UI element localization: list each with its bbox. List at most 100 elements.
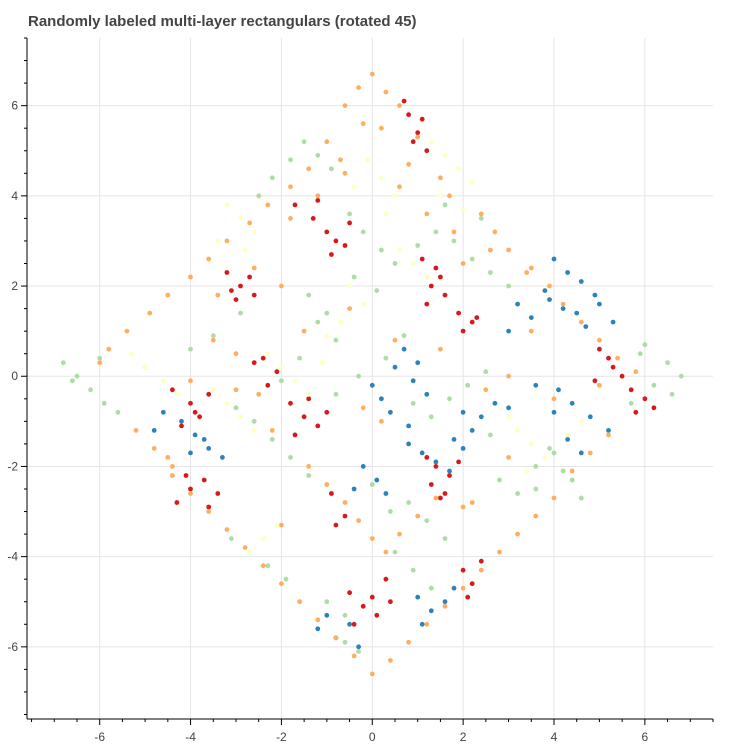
orange-point <box>460 585 466 591</box>
green-point <box>547 446 552 451</box>
yellow-point <box>265 351 271 357</box>
blue-point <box>410 378 416 384</box>
blue-point <box>578 279 584 284</box>
green-point <box>315 319 321 325</box>
red-point <box>610 364 616 370</box>
green-point <box>497 477 502 483</box>
blue-point <box>347 621 352 627</box>
red-point <box>215 491 221 496</box>
orange-point <box>324 139 330 145</box>
orange-point <box>342 103 348 108</box>
orange-point <box>488 247 493 253</box>
red-point <box>274 369 280 375</box>
orange-point <box>360 405 366 411</box>
yellow-point <box>142 364 148 370</box>
y-tick-label: -6 <box>7 640 18 654</box>
red-point <box>438 274 443 280</box>
red-point <box>233 297 239 302</box>
yellow-point <box>528 441 534 447</box>
blue-point <box>506 328 511 334</box>
blue-point <box>406 441 411 447</box>
blue-point <box>324 612 330 618</box>
red-point <box>315 423 321 429</box>
orange-point <box>597 382 602 388</box>
red-point <box>383 576 389 582</box>
red-point <box>179 423 184 429</box>
orange-point <box>224 238 230 244</box>
orange-point <box>397 531 402 537</box>
red-point <box>260 355 266 361</box>
orange-point <box>338 157 343 163</box>
green-point <box>342 639 348 645</box>
orange-point <box>438 175 443 181</box>
yellow-point <box>347 283 352 289</box>
red-point <box>251 292 257 298</box>
green-point <box>256 193 262 199</box>
green-point <box>70 378 75 384</box>
orange-point <box>269 428 275 433</box>
green-point <box>488 432 493 438</box>
red-point <box>424 148 430 154</box>
yellow-point <box>215 238 221 244</box>
blue-point <box>433 459 439 465</box>
blue-point <box>565 270 570 275</box>
yellow-point <box>338 319 343 325</box>
orange-point <box>442 603 448 609</box>
orange-point <box>492 229 498 235</box>
blue-point <box>419 621 425 627</box>
green-point <box>406 500 411 505</box>
red-point <box>424 301 430 307</box>
red-point <box>324 409 330 415</box>
green-point <box>515 491 520 496</box>
green-point <box>665 360 670 366</box>
red-point <box>633 409 639 415</box>
blue-point <box>606 428 611 433</box>
orange-point <box>133 428 139 433</box>
green-point <box>392 261 398 266</box>
orange-point <box>483 387 489 393</box>
orange-point <box>242 545 248 550</box>
red-point <box>619 373 625 379</box>
blue-point <box>188 450 193 456</box>
y-axis-ticks: -6 -4 -2 0 2 4 6 <box>7 37 27 715</box>
blue-point <box>587 414 593 420</box>
green-point <box>342 612 348 618</box>
red-point <box>460 567 466 573</box>
orange-point <box>397 103 402 108</box>
green-point <box>569 477 575 483</box>
red-point <box>301 414 307 420</box>
red-point <box>324 229 330 235</box>
orange-point <box>224 527 230 532</box>
red-point <box>628 387 634 393</box>
green-point <box>533 486 539 492</box>
blue-point <box>356 644 361 650</box>
blue-point <box>415 594 421 600</box>
red-point <box>247 274 253 280</box>
red-point <box>428 482 434 487</box>
blue-point <box>451 585 457 591</box>
orange-point <box>460 504 466 510</box>
yellow-point <box>438 193 443 199</box>
green-point <box>488 270 493 275</box>
orange-point <box>515 531 520 537</box>
orange-point <box>506 455 511 460</box>
red-point <box>442 491 448 496</box>
x-tick-label: 6 <box>642 730 649 744</box>
orange-point <box>147 310 153 316</box>
orange-point <box>406 161 411 167</box>
orange-point <box>547 283 552 289</box>
blue-point <box>597 301 602 307</box>
orange-point <box>233 387 239 393</box>
yellow-point <box>292 378 298 384</box>
orange-point <box>506 247 511 253</box>
orange-point <box>415 134 421 140</box>
yellow-point <box>160 378 166 384</box>
orange-point <box>469 500 475 505</box>
yellow-point <box>224 202 230 208</box>
green-point <box>333 391 339 397</box>
red-point <box>415 130 421 136</box>
yellow-point <box>174 391 180 397</box>
blue-point <box>560 306 566 311</box>
yellow-point <box>260 536 266 541</box>
green-point <box>233 405 239 411</box>
